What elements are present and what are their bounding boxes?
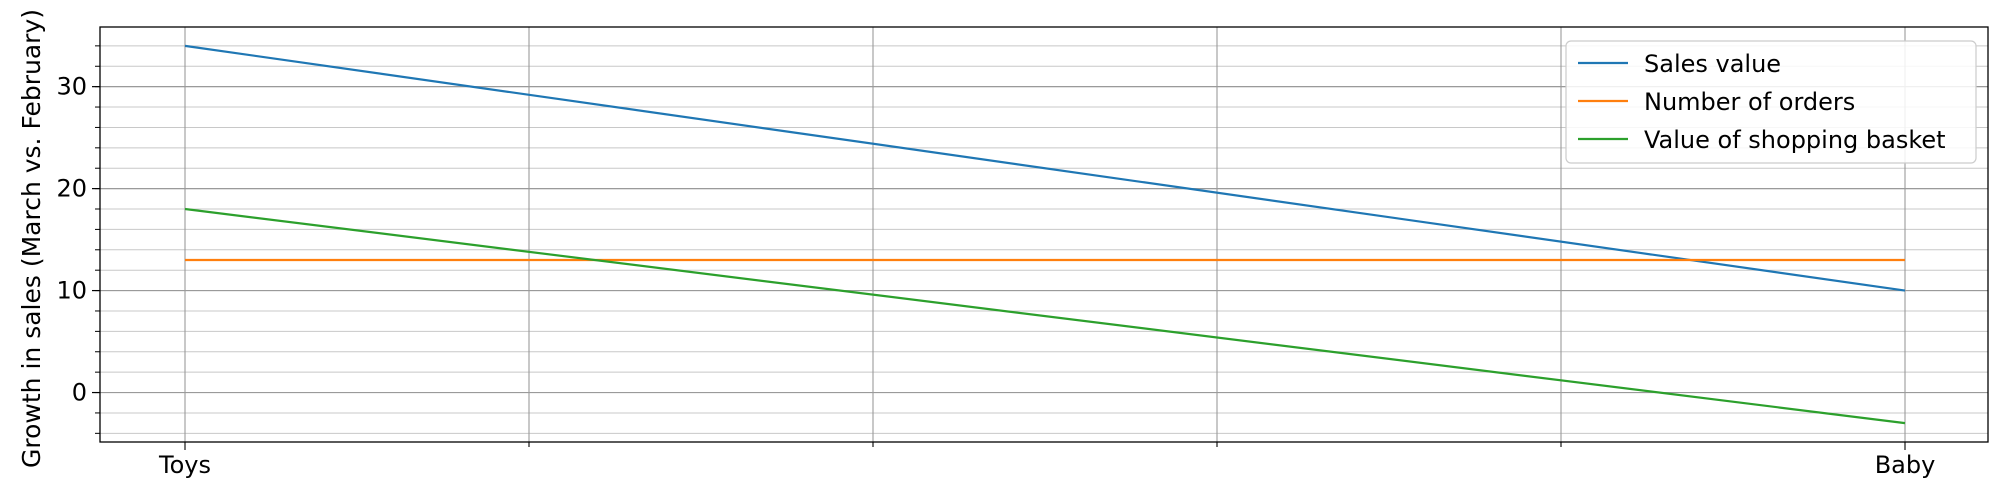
legend-label: Sales value xyxy=(1644,50,1781,78)
axis-ticks: 0 10 20 30 Toys Baby xyxy=(56,45,1936,479)
legend-box xyxy=(1565,40,1977,164)
legend-label: Value of shopping basket xyxy=(1644,126,1946,154)
x-tick-label: Baby xyxy=(1875,451,1936,479)
legend: Sales value Number of orders Value of shop… xyxy=(1565,40,1977,164)
y-tick-label: 30 xyxy=(56,73,87,101)
y-tick-label: 10 xyxy=(56,277,87,305)
y-tick-label: 20 xyxy=(56,175,87,203)
y-axis-label: Growth in sales (March vs. February) xyxy=(17,9,46,468)
series-line xyxy=(184,207,1906,425)
plot-frame xyxy=(99,26,1989,443)
series-line xyxy=(184,44,1906,292)
y-tick-label: 0 xyxy=(72,379,87,407)
x-tick-label: Toys xyxy=(158,451,211,479)
legend-label: Number of orders xyxy=(1644,88,1855,116)
series-lines xyxy=(184,44,1906,425)
